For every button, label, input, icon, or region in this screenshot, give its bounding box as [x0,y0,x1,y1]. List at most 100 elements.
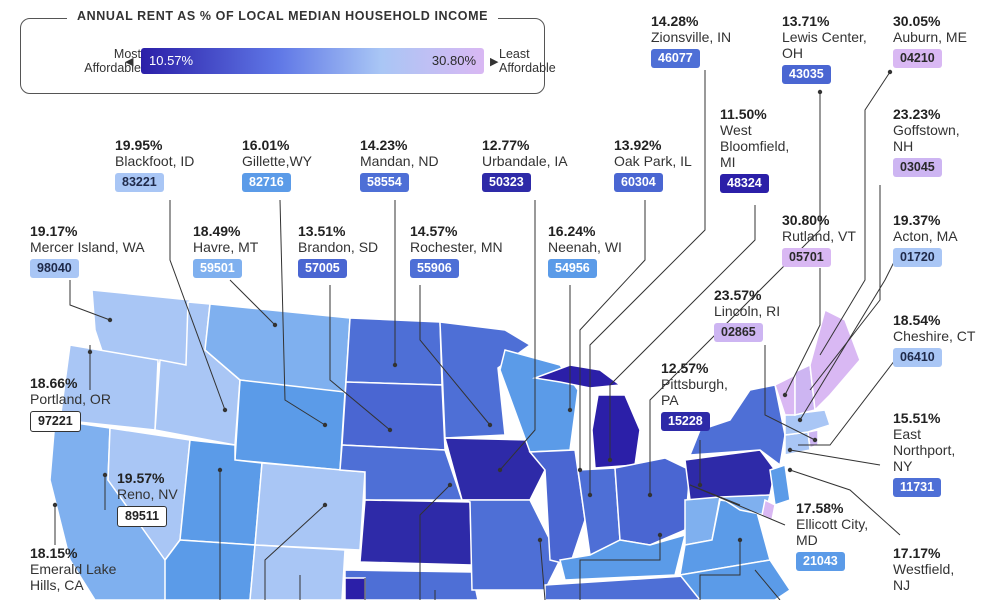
state-colorado [254,462,366,551]
label-pittsburgh: 12.57% Pittsburgh, PA 15228 [661,360,746,431]
state-michigan-lower [591,394,641,469]
zip-badge: 83221 [115,173,164,192]
label-urbandale: 12.77% Urbandale, IA 50323 [482,137,568,192]
zip-badge: 54956 [548,259,597,278]
marker-dot [497,467,503,473]
state-arizona [164,539,256,600]
label-mandan: 14.23% Mandan, ND 58554 [360,137,439,192]
label-rochester: 14.57% Rochester, MN 55906 [410,223,503,278]
marker-dot [322,422,328,428]
label-west-bloomfield: 11.50% West Bloomfield, MI 48324 [720,106,805,193]
state-missouri [461,499,561,591]
label-portland: 18.66% Portland, OR 97221 [30,375,111,432]
leader-zionsville [589,70,706,495]
leader-auburn [819,71,891,356]
marker-dot [387,427,393,433]
arrow-right-icon: ▶ [490,56,499,68]
label-auburn: 30.05% Auburn, ME 04210 [893,13,967,68]
label-cheshire: 18.54% Cheshire, CT 06410 [893,312,975,367]
zip-badge: 11731 [893,478,942,497]
zip-badge: 97221 [30,411,81,432]
zip-badge: 57005 [298,259,347,278]
leader-gillette [279,199,326,426]
zip-badge: 59501 [193,259,242,278]
leader-havre [229,279,276,326]
zip-badge: 55906 [410,259,459,278]
leader-acton [799,259,896,421]
zip-badge: 06410 [893,348,942,367]
marker-dot [102,472,108,478]
marker-dot [272,322,278,328]
leader-extra-4 [419,484,451,600]
label-blackfoot: 19.95% Blackfoot, ID 83221 [115,137,194,192]
state-massachusetts [784,409,831,436]
zip-badge: 58554 [360,173,409,192]
label-brandon: 13.51% Brandon, SD 57005 [298,223,378,278]
leader-extra-7 [699,540,741,600]
label-goffstown: 23.23% Goffstown, NH 03045 [893,106,973,177]
marker-dot [107,317,113,323]
leader-goffstown [809,185,881,391]
zip-badge: 04210 [893,49,942,68]
leader-west-bloomfield [609,205,756,460]
legend: ANNUAL RENT AS % OF LOCAL MEDIAN HOUSEHO… [20,9,556,94]
zip-badge: 15228 [661,412,710,431]
leader-lincoln [764,345,816,441]
state-texas [344,577,366,600]
label-emerald-lake-hills: 18.15% Emerald Lake Hills, CA [30,545,117,593]
label-westfield: 17.17% Westfield, NJ [893,545,955,593]
zip-badge: 82716 [242,173,291,192]
leader-mercer-island [69,280,111,321]
label-oak-park: 13.92% Oak Park, IL 60304 [614,137,692,192]
leader-lewis-center [649,92,821,495]
marker-dot [812,437,818,443]
zip-badge: 46077 [651,49,700,68]
zip-badge: 50323 [482,173,531,192]
state-iowa [444,437,546,501]
marker-dot [657,532,663,538]
zip-badge: 03045 [893,158,942,177]
legend-least-affordable: Least Affordable [499,47,556,75]
state-delaware [761,498,776,522]
state-ohio [614,457,691,546]
marker-dot [222,407,228,413]
label-rutland: 30.80% Rutland, VT 05701 [782,212,856,267]
label-lincoln: 23.57% Lincoln, RI 02865 [714,287,780,342]
zip-badge: 05701 [782,248,831,267]
leader-brandon [329,285,391,431]
leader-east-northport [789,449,881,466]
zip-badge: 02865 [714,323,763,342]
marker-dot [647,492,653,498]
label-zionsville: 14.28% Zionsville, IN 46077 [651,13,731,68]
marker-dot [322,502,328,508]
zip-badge: 01720 [893,248,942,267]
leader-rochester [419,285,491,426]
leader-cheshire [798,359,896,446]
marker-dot [787,467,793,473]
zip-badge: 21043 [796,552,845,571]
zip-badge: 60304 [614,173,663,192]
leader-blackfoot [169,200,226,411]
zip-badge: 89511 [117,506,168,527]
arrow-left-icon: ◀ [125,56,134,68]
scale-max-value: 30.80% [431,53,476,68]
leader-oak-park [579,200,646,470]
label-reno: 19.57% Reno, NV 89511 [117,470,178,527]
marker-dot [487,422,493,428]
marker-dot [887,69,893,75]
leader-extra-2 [264,504,326,600]
state-indiana [577,467,621,557]
label-east-northport: 15.51% East Northport, NY 11731 [893,410,968,497]
marker-dot [567,407,573,413]
state-pennsylvania [684,449,776,501]
state-kentucky [559,533,687,581]
marker-dot [447,482,453,488]
state-south-dakota [341,381,446,451]
gradient-scale-bar: 10.57% 30.80% [141,48,484,74]
state-new-mexico [249,544,346,600]
marker-dot [87,349,93,355]
label-gillette: 16.01% Gillette,WY 82716 [242,137,312,192]
leader-extra-6 [579,535,661,600]
marker-dot [577,467,583,473]
